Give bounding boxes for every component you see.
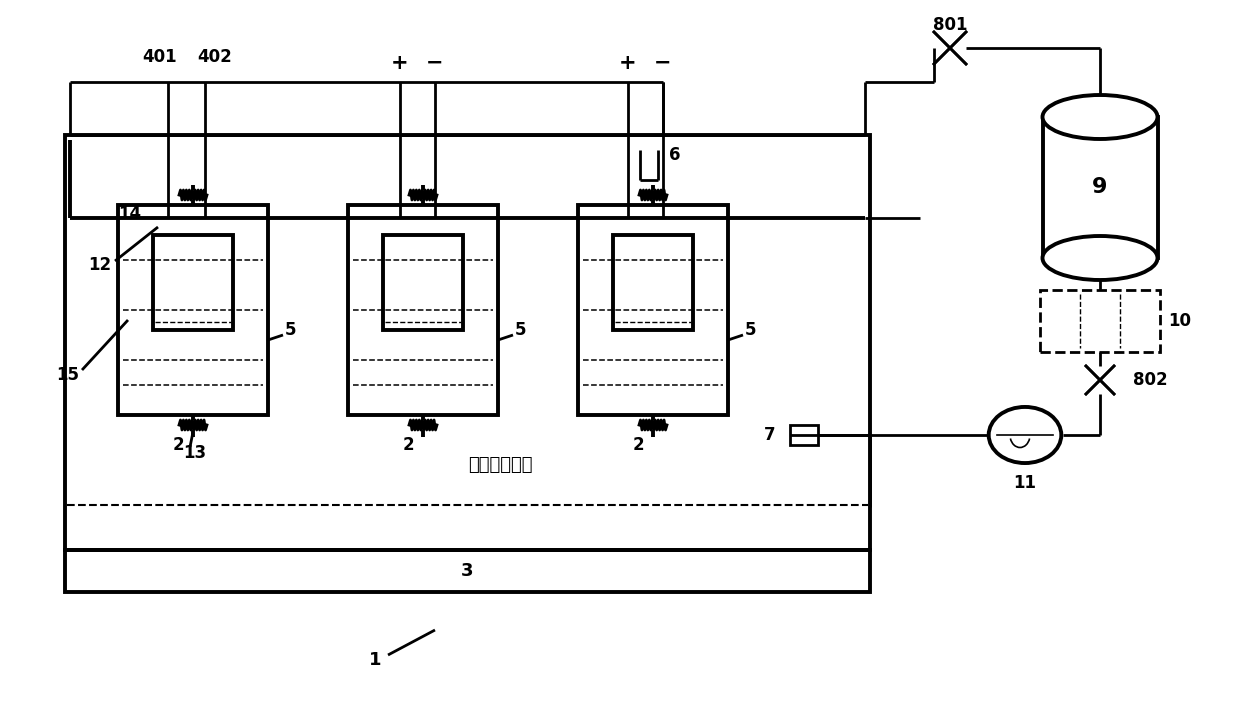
Text: 11: 11 <box>1013 474 1037 492</box>
Text: 5: 5 <box>284 321 296 339</box>
Bar <box>153 235 233 330</box>
Ellipse shape <box>1043 236 1157 280</box>
Bar <box>383 235 463 330</box>
Text: 402: 402 <box>197 48 232 66</box>
Bar <box>64 550 870 592</box>
Text: 12: 12 <box>88 256 112 274</box>
Text: 401: 401 <box>143 48 177 66</box>
Text: 惰性阻燃气体: 惰性阻燃气体 <box>467 456 532 474</box>
Ellipse shape <box>988 407 1061 463</box>
Bar <box>348 205 498 415</box>
Text: 13: 13 <box>184 444 207 462</box>
Bar <box>1040 290 1159 352</box>
Text: 15: 15 <box>57 366 79 384</box>
Text: −: − <box>655 53 672 73</box>
Text: +: + <box>619 53 637 73</box>
Bar <box>790 425 818 445</box>
Text: 802: 802 <box>1132 371 1167 389</box>
Text: 1: 1 <box>368 651 381 669</box>
Text: 801: 801 <box>932 16 967 34</box>
Bar <box>64 135 870 550</box>
Text: 2: 2 <box>172 436 184 454</box>
Text: 10: 10 <box>1168 312 1192 330</box>
Text: 6: 6 <box>670 146 681 164</box>
Bar <box>118 205 268 415</box>
Text: +: + <box>391 53 409 73</box>
Text: 9: 9 <box>1092 177 1107 197</box>
Text: 3: 3 <box>461 562 474 580</box>
Text: −: − <box>427 53 444 73</box>
Text: 5: 5 <box>744 321 755 339</box>
Text: 2: 2 <box>402 436 414 454</box>
Bar <box>1043 117 1158 258</box>
Text: 2: 2 <box>632 436 644 454</box>
Ellipse shape <box>1043 95 1157 139</box>
Bar <box>578 205 728 415</box>
Text: 14: 14 <box>119 205 141 223</box>
Text: 5: 5 <box>515 321 526 339</box>
Text: 7: 7 <box>764 426 776 444</box>
Bar <box>613 235 693 330</box>
